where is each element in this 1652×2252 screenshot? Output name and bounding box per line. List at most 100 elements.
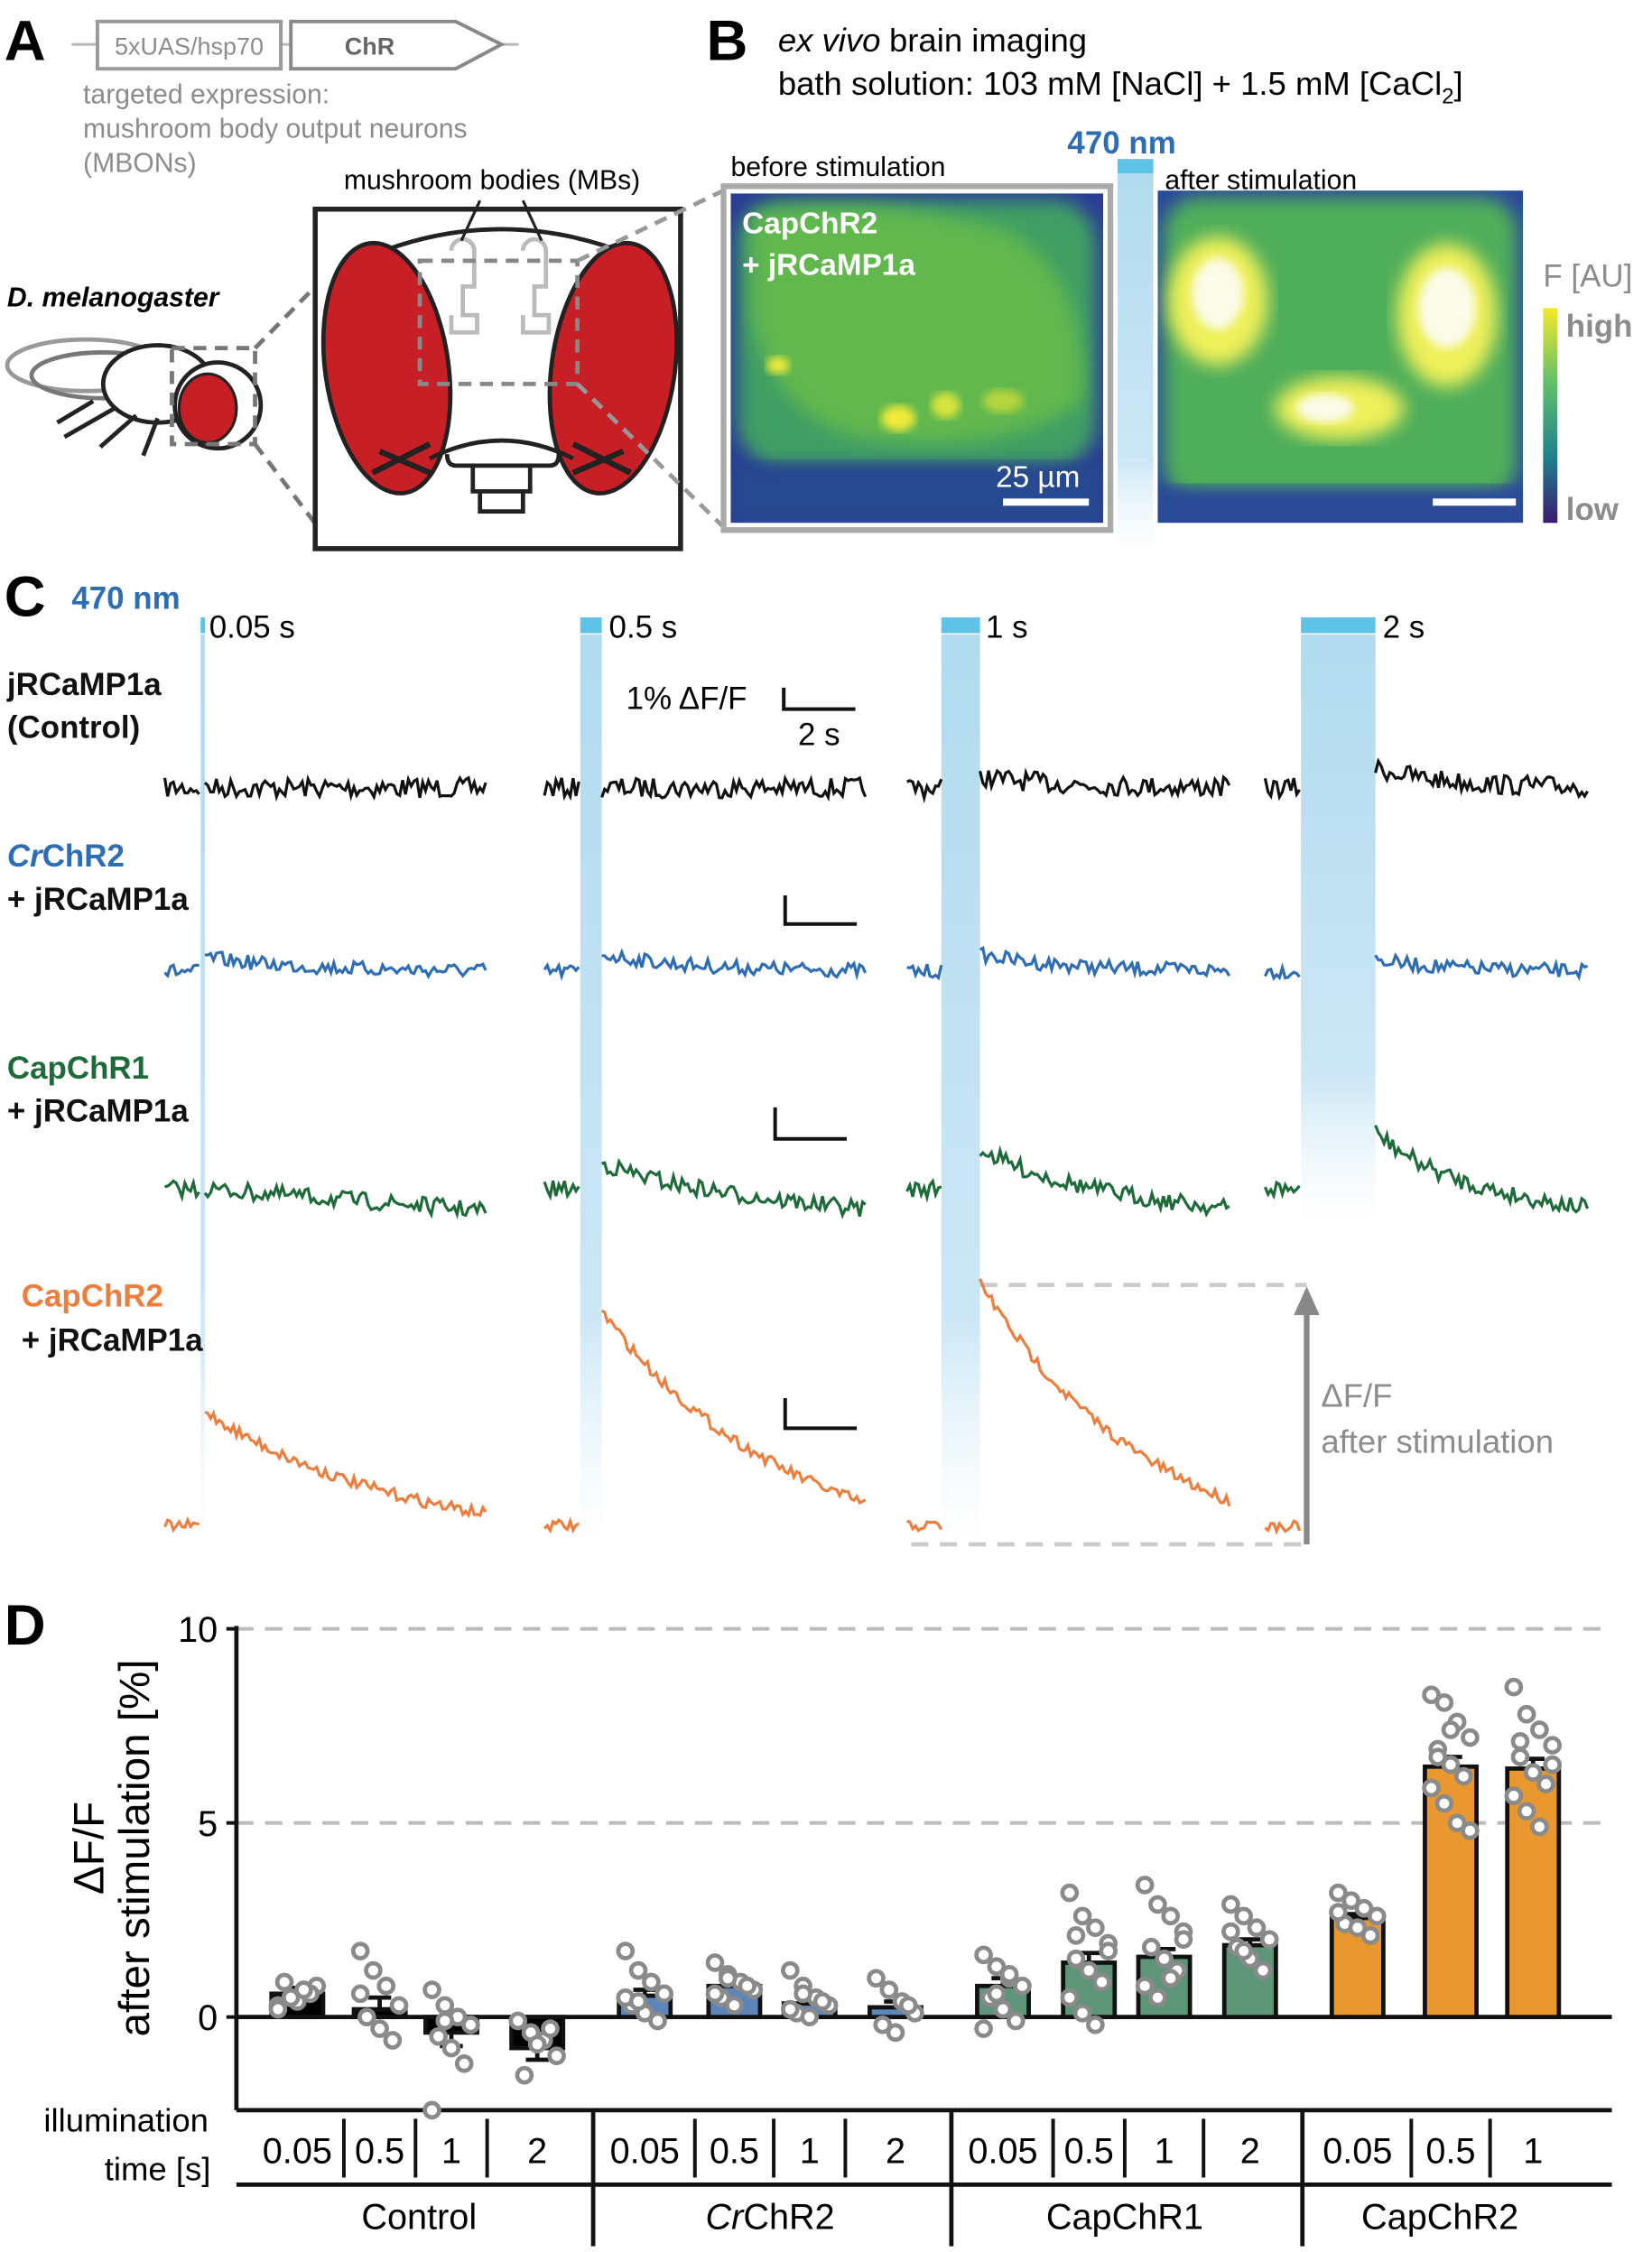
data-point bbox=[781, 1999, 800, 2019]
fly-eye bbox=[177, 372, 238, 445]
light-column bbox=[1117, 173, 1154, 553]
data-point bbox=[364, 1960, 383, 1980]
before-label: before stimulation bbox=[730, 153, 945, 182]
data-point bbox=[1367, 1906, 1387, 1926]
expression-text: mushroom body output neurons bbox=[83, 114, 468, 144]
scale-bar bbox=[783, 1398, 858, 1431]
data-point bbox=[1517, 1704, 1536, 1724]
trace bbox=[1374, 757, 1589, 800]
fly-legs bbox=[56, 399, 160, 457]
x-tick-label: 1 bbox=[441, 2132, 461, 2172]
data-point bbox=[435, 1996, 455, 2016]
data-point bbox=[1060, 1883, 1080, 1903]
data-point bbox=[1461, 1821, 1480, 1840]
data-point bbox=[1092, 1972, 1111, 1992]
y-tick-label: 0 bbox=[198, 1998, 218, 2038]
y-axis-label: ΔF/F bbox=[65, 1802, 113, 1895]
data-point bbox=[461, 2015, 480, 2034]
data-point bbox=[1504, 1786, 1524, 1805]
expression-text: targeted expression: bbox=[83, 79, 329, 109]
data-point bbox=[974, 2019, 993, 2038]
group-label-name: Control bbox=[361, 2198, 477, 2238]
data-point bbox=[422, 1980, 441, 1999]
colorbar-high: high bbox=[1566, 309, 1633, 344]
data-point bbox=[1354, 1898, 1374, 1918]
data-point bbox=[1360, 1926, 1380, 1945]
trace bbox=[162, 777, 200, 797]
data-point bbox=[1434, 1793, 1454, 1813]
panel-c: 470 nm 1% ΔF/F 2 s ΔF/F after stimulatio… bbox=[6, 581, 1590, 1547]
trace bbox=[906, 1519, 943, 1533]
data-point bbox=[281, 1988, 301, 2007]
mb-label: mushroom bodies (MBs) bbox=[344, 166, 640, 196]
x-tick-label: 0.5 bbox=[1425, 2132, 1475, 2172]
data-point bbox=[441, 2038, 461, 2058]
data-point bbox=[350, 1942, 370, 1960]
group-label-name: CapChR1 bbox=[1046, 2198, 1203, 2238]
data-point bbox=[1510, 1747, 1530, 1766]
data-point bbox=[508, 2011, 528, 2031]
data-point bbox=[987, 1984, 1007, 2004]
data-point bbox=[738, 1976, 757, 1996]
row-label-name: ChR2 bbox=[42, 839, 125, 874]
data-point bbox=[1543, 1736, 1563, 1755]
x-tick-label: 0.5 bbox=[355, 2132, 404, 2172]
trace bbox=[979, 1145, 1230, 1218]
trace bbox=[543, 961, 580, 981]
light-column bbox=[1301, 635, 1376, 1222]
annotation-text: after stimulation bbox=[1321, 1423, 1554, 1460]
trace bbox=[601, 948, 868, 981]
row-label-second: + jRCaMP1a bbox=[7, 882, 189, 917]
data-point bbox=[357, 2007, 376, 2026]
x-tick-label: 0.05 bbox=[263, 2132, 332, 2172]
row-label-second: + jRCaMP1a bbox=[7, 1094, 189, 1129]
trace bbox=[600, 1309, 867, 1506]
trace bbox=[203, 1180, 487, 1219]
x-axis-label: illumination bbox=[43, 2102, 209, 2139]
mushroom-bodies bbox=[449, 236, 552, 335]
x-tick-label: 0.5 bbox=[1064, 2132, 1114, 2172]
zoom-box bbox=[170, 346, 257, 447]
construct-arrow bbox=[289, 19, 506, 71]
data-point bbox=[268, 1999, 288, 2019]
trace bbox=[905, 1177, 942, 1203]
data-point bbox=[705, 1953, 725, 1972]
data-point bbox=[1135, 1976, 1155, 1996]
data-point bbox=[1259, 1930, 1279, 1949]
trace bbox=[1374, 1125, 1590, 1214]
species-label: D. melanogaster bbox=[7, 283, 221, 313]
data-point bbox=[389, 1996, 409, 2016]
data-point bbox=[1155, 1949, 1174, 1969]
duration-label: 1 s bbox=[986, 609, 1028, 644]
data-point bbox=[1329, 1883, 1348, 1903]
duration-label: 0.5 s bbox=[609, 609, 678, 644]
data-point bbox=[718, 1969, 738, 1988]
x-tick-label: 0.05 bbox=[968, 2132, 1037, 2172]
scale-bar bbox=[782, 687, 856, 711]
panel-b-title: ex vivo brain imaging bbox=[778, 22, 1087, 59]
data-point bbox=[1434, 1692, 1454, 1712]
data-point bbox=[527, 2034, 547, 2054]
data-point bbox=[1060, 1988, 1080, 2007]
trace bbox=[203, 774, 487, 802]
data-point bbox=[547, 2046, 566, 2065]
data-point bbox=[1530, 1720, 1549, 1739]
data-point bbox=[1530, 1817, 1549, 1837]
light-bar bbox=[1301, 617, 1376, 634]
x-tick-label: 2 bbox=[527, 2132, 547, 2172]
data-point bbox=[993, 1999, 1013, 2019]
data-point bbox=[435, 2011, 455, 2031]
data-point bbox=[1329, 1903, 1348, 1922]
data-point bbox=[974, 1945, 993, 1965]
data-point bbox=[781, 1960, 800, 1980]
trace bbox=[204, 1409, 487, 1519]
data-point bbox=[867, 1969, 886, 1988]
x-axis-label: time [s] bbox=[105, 2151, 211, 2188]
data-point bbox=[987, 1957, 1007, 1977]
y-tick-label: 10 bbox=[178, 1610, 218, 1650]
zoom-line bbox=[575, 188, 726, 529]
colorbar-low: low bbox=[1566, 492, 1620, 527]
group-label: CapChR2 bbox=[1361, 2198, 1518, 2238]
row-label: jRCaMP1a bbox=[6, 667, 162, 702]
